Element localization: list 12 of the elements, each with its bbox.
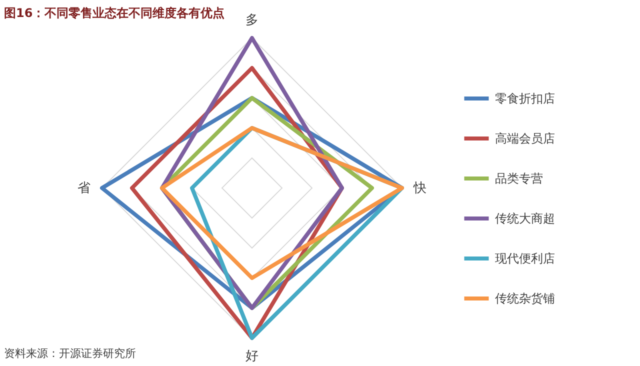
- spoke-label: 省: [78, 181, 90, 196]
- legend-label: 零食折扣店: [495, 92, 555, 106]
- chart-title: 图16：不同零售业态在不同维度各有优点: [4, 6, 225, 20]
- text: 资料来源：开源证券研究所: [4, 347, 136, 360]
- spoke-label: 好: [246, 349, 258, 364]
- legend-label: 品类专营: [495, 172, 543, 186]
- legend-label: 传统杂货铺: [495, 292, 555, 306]
- legend-label: 现代便利店: [495, 252, 555, 266]
- legend-label: 高端会员店: [495, 132, 555, 146]
- legend-label: 传统大商超: [495, 212, 555, 226]
- spoke-label: 多: [246, 13, 258, 28]
- spoke-label: 快: [412, 181, 426, 196]
